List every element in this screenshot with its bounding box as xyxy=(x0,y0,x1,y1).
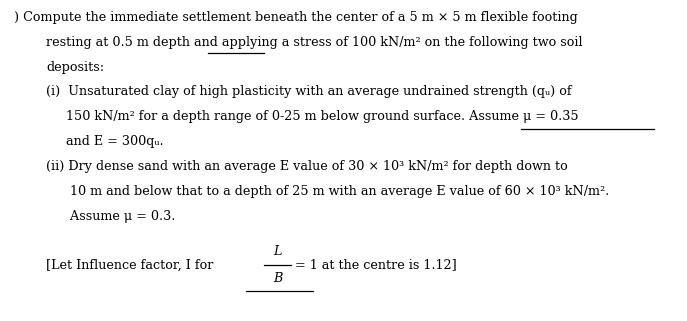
Text: B: B xyxy=(273,272,282,285)
Text: 150 kN/m² for a depth range of 0-25 m below ground surface. Assume μ = 0.35: 150 kN/m² for a depth range of 0-25 m be… xyxy=(46,110,578,123)
Text: 10 m and below that to a depth of 25 m with an average E value of 60 × 10³ kN/m²: 10 m and below that to a depth of 25 m w… xyxy=(46,185,609,198)
Text: ) Compute the immediate settlement beneath the center of a 5 m × 5 m flexible fo: ) Compute the immediate settlement benea… xyxy=(14,11,578,24)
Text: [Let Influence factor, I for: [Let Influence factor, I for xyxy=(46,258,217,271)
Text: Assume μ = 0.3.: Assume μ = 0.3. xyxy=(46,210,175,223)
Text: and E = 300qᵤ.: and E = 300qᵤ. xyxy=(46,135,164,148)
Text: (ii) Dry dense sand with an average E value of 30 × 10³ kN/m² for depth down to: (ii) Dry dense sand with an average E va… xyxy=(46,160,567,173)
Text: (i)  Unsaturated clay of high plasticity with an average undrained strength (qᵤ): (i) Unsaturated clay of high plasticity … xyxy=(46,85,572,98)
Text: L: L xyxy=(273,246,282,258)
Text: deposits:: deposits: xyxy=(46,61,104,74)
Text: resting at 0.5 m depth and applying a stress of 100 kN/m² on the following two s: resting at 0.5 m depth and applying a st… xyxy=(46,36,583,49)
Text: = 1 at the centre is 1.12]: = 1 at the centre is 1.12] xyxy=(291,258,457,271)
